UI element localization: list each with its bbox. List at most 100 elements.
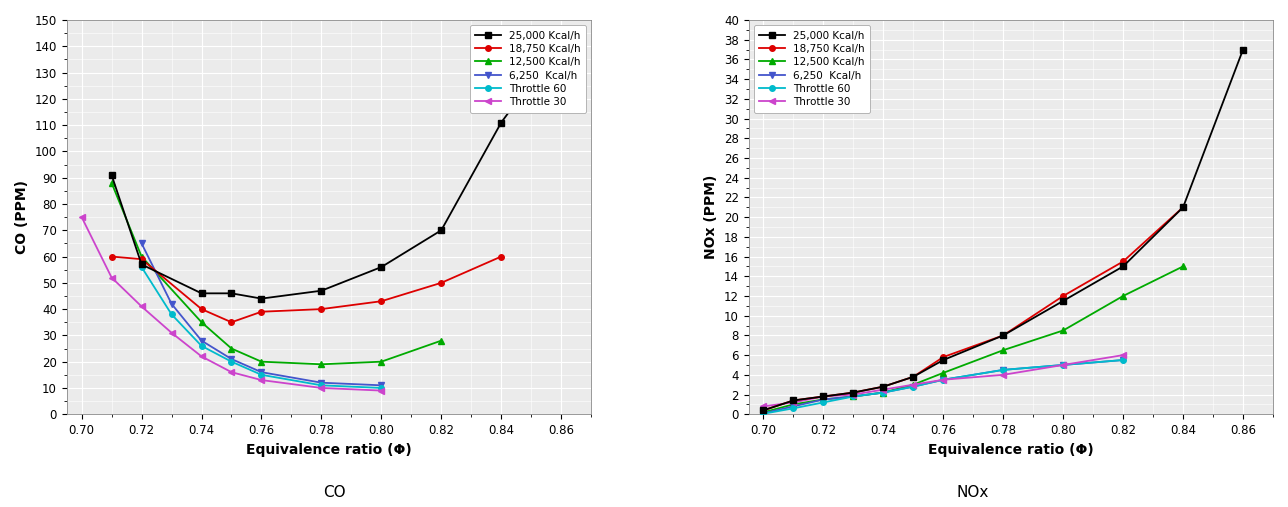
12,500 Kcal/h <box>876 389 891 395</box>
Throttle 30 <box>996 372 1011 378</box>
Throttle 30 <box>756 403 772 409</box>
25,000 Kcal/h <box>193 291 209 297</box>
Text: CO: CO <box>323 485 346 500</box>
6,250  Kcal/h <box>254 369 269 375</box>
12,500 Kcal/h <box>434 338 450 344</box>
Throttle 30 <box>104 274 120 280</box>
18,750 Kcal/h <box>1115 259 1131 265</box>
12,500 Kcal/h <box>786 402 801 408</box>
25,000 Kcal/h <box>1235 47 1251 53</box>
Line: 12,500 Kcal/h: 12,500 Kcal/h <box>761 264 1186 415</box>
18,750 Kcal/h <box>493 254 509 260</box>
Throttle 30 <box>193 353 209 359</box>
6,250  Kcal/h <box>815 396 831 403</box>
25,000 Kcal/h <box>1115 263 1131 269</box>
6,250  Kcal/h <box>935 377 951 383</box>
Throttle 30 <box>846 391 862 397</box>
Line: 18,750 Kcal/h: 18,750 Kcal/h <box>108 254 504 325</box>
25,000 Kcal/h <box>374 264 389 270</box>
12,500 Kcal/h <box>935 370 951 376</box>
Throttle 60 <box>1115 357 1131 363</box>
25,000 Kcal/h <box>104 172 120 178</box>
12,500 Kcal/h <box>756 409 772 415</box>
Throttle 60 <box>193 343 209 349</box>
6,250  Kcal/h <box>756 410 772 416</box>
Line: Throttle 60: Throttle 60 <box>139 264 384 391</box>
18,750 Kcal/h <box>1055 293 1070 299</box>
Line: 25,000 Kcal/h: 25,000 Kcal/h <box>108 38 564 301</box>
18,750 Kcal/h <box>254 309 269 315</box>
Throttle 30 <box>1115 352 1131 358</box>
X-axis label: Equivalence ratio (Φ): Equivalence ratio (Φ) <box>927 443 1094 456</box>
Legend: 25,000 Kcal/h, 18,750 Kcal/h, 12,500 Kcal/h, 6,250  Kcal/h, Throttle 60, Throttl: 25,000 Kcal/h, 18,750 Kcal/h, 12,500 Kca… <box>753 25 871 113</box>
6,250  Kcal/h <box>905 384 921 390</box>
18,750 Kcal/h <box>846 389 862 395</box>
Line: 25,000 Kcal/h: 25,000 Kcal/h <box>761 47 1245 413</box>
6,250  Kcal/h <box>374 382 389 388</box>
12,500 Kcal/h <box>996 347 1011 353</box>
Throttle 30 <box>1055 362 1070 368</box>
Throttle 60 <box>254 372 269 378</box>
Throttle 30 <box>374 387 389 393</box>
Throttle 60 <box>905 384 921 390</box>
Throttle 60 <box>846 393 862 400</box>
Throttle 60 <box>786 405 801 411</box>
Throttle 60 <box>1055 362 1070 368</box>
Throttle 60 <box>876 389 891 395</box>
6,250  Kcal/h <box>193 338 209 344</box>
Y-axis label: NOx (PPM): NOx (PPM) <box>705 175 719 259</box>
Throttle 60 <box>374 385 389 391</box>
6,250  Kcal/h <box>1115 357 1131 363</box>
25,000 Kcal/h <box>786 397 801 404</box>
18,750 Kcal/h <box>786 397 801 404</box>
Throttle 30 <box>905 382 921 388</box>
Line: 12,500 Kcal/h: 12,500 Kcal/h <box>108 180 444 367</box>
25,000 Kcal/h <box>314 287 330 294</box>
6,250  Kcal/h <box>134 240 149 246</box>
Throttle 60 <box>996 367 1011 373</box>
25,000 Kcal/h <box>434 227 450 233</box>
Throttle 30 <box>224 369 240 375</box>
6,250  Kcal/h <box>996 367 1011 373</box>
18,750 Kcal/h <box>1176 204 1191 210</box>
18,750 Kcal/h <box>876 384 891 390</box>
25,000 Kcal/h <box>134 262 149 268</box>
25,000 Kcal/h <box>756 407 772 413</box>
25,000 Kcal/h <box>254 296 269 302</box>
Throttle 60 <box>134 264 149 270</box>
12,500 Kcal/h <box>314 361 330 368</box>
25,000 Kcal/h <box>1176 204 1191 210</box>
18,750 Kcal/h <box>815 393 831 400</box>
Line: 6,250  Kcal/h: 6,250 Kcal/h <box>761 357 1126 416</box>
Legend: 25,000 Kcal/h, 18,750 Kcal/h, 12,500 Kcal/h, 6,250  Kcal/h, Throttle 60, Throttl: 25,000 Kcal/h, 18,750 Kcal/h, 12,500 Kca… <box>470 25 586 113</box>
Throttle 30 <box>935 377 951 383</box>
18,750 Kcal/h <box>224 319 240 325</box>
25,000 Kcal/h <box>905 374 921 380</box>
25,000 Kcal/h <box>224 291 240 297</box>
Throttle 30 <box>786 400 801 406</box>
18,750 Kcal/h <box>314 306 330 312</box>
12,500 Kcal/h <box>374 358 389 365</box>
18,750 Kcal/h <box>756 407 772 413</box>
25,000 Kcal/h <box>935 357 951 363</box>
6,250  Kcal/h <box>1055 362 1070 368</box>
Throttle 30 <box>134 303 149 309</box>
Text: NOx: NOx <box>956 485 989 500</box>
25,000 Kcal/h <box>1055 298 1070 304</box>
18,750 Kcal/h <box>374 298 389 304</box>
12,500 Kcal/h <box>815 396 831 403</box>
Line: Throttle 60: Throttle 60 <box>761 357 1126 417</box>
6,250  Kcal/h <box>224 356 240 362</box>
25,000 Kcal/h <box>554 38 569 44</box>
6,250  Kcal/h <box>876 389 891 395</box>
Throttle 30 <box>73 214 89 220</box>
12,500 Kcal/h <box>905 382 921 388</box>
12,500 Kcal/h <box>193 319 209 325</box>
6,250  Kcal/h <box>786 403 801 409</box>
6,250  Kcal/h <box>846 393 862 400</box>
Throttle 60 <box>935 377 951 383</box>
18,750 Kcal/h <box>193 306 209 312</box>
12,500 Kcal/h <box>134 254 149 260</box>
Throttle 30 <box>254 377 269 383</box>
6,250  Kcal/h <box>164 301 179 307</box>
